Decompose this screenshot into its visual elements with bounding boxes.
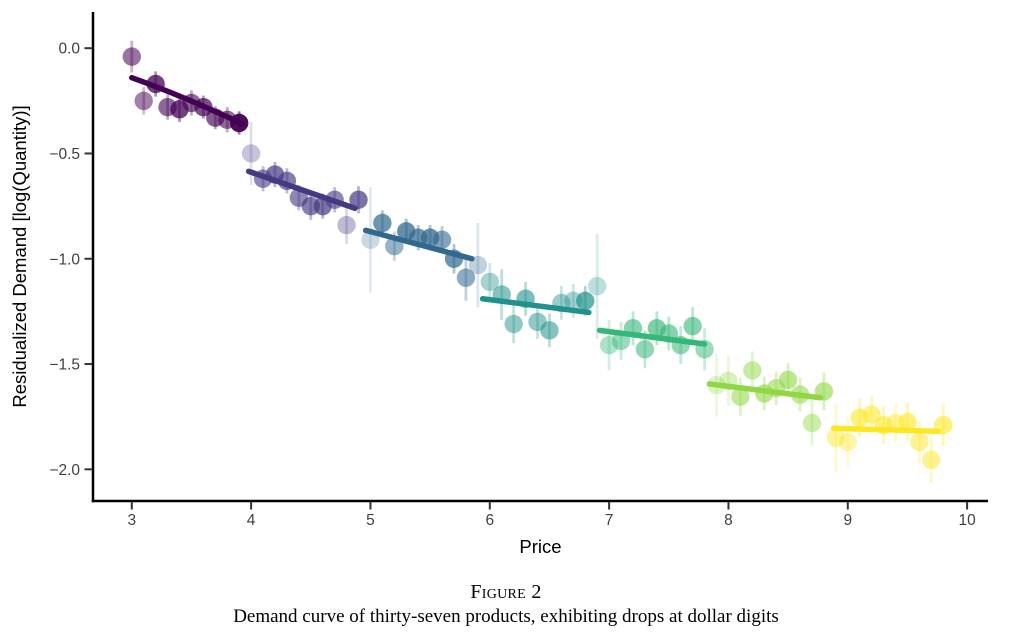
data-point	[802, 413, 822, 433]
data-point	[540, 321, 559, 340]
data-point	[349, 190, 368, 209]
y-tick-label: −1.0	[49, 251, 80, 268]
data-point	[922, 450, 941, 470]
data-point	[910, 432, 929, 452]
figure-caption-block: Figure 2 Demand curve of thirty-seven pr…	[0, 580, 1012, 630]
data-point	[504, 314, 523, 334]
x-tick-label: 5	[366, 512, 375, 529]
fit-line-segment	[596, 327, 708, 347]
data-point	[743, 361, 762, 380]
x-axis-title: Price	[519, 536, 561, 557]
data-point	[337, 215, 356, 235]
x-tick-label: 8	[724, 512, 733, 529]
y-tick-label: −1.5	[49, 357, 80, 374]
data-point	[241, 144, 261, 163]
data-point	[635, 340, 655, 359]
data-point	[778, 370, 798, 390]
x-tick-label: 6	[485, 512, 494, 529]
fit-line-segment	[129, 74, 246, 127]
data-point	[576, 291, 595, 311]
y-tick-label: 0.0	[58, 41, 80, 58]
figure-caption-text: Demand curve of thirty-seven products, e…	[233, 606, 779, 627]
data-point	[122, 47, 141, 66]
data-point	[480, 272, 499, 292]
y-tick-label: −0.5	[49, 146, 80, 163]
x-tick-label: 10	[958, 512, 976, 529]
fit-line-segment	[362, 227, 475, 262]
y-tick-label: −2.0	[49, 462, 80, 479]
data-point	[134, 91, 153, 111]
data-point	[587, 276, 607, 296]
data-point	[898, 412, 917, 432]
x-tick-label: 4	[247, 512, 256, 529]
data-point	[683, 316, 702, 336]
fit-line-segment	[830, 425, 942, 435]
x-tick-label: 7	[605, 512, 614, 529]
data-point	[731, 387, 750, 406]
data-point	[456, 268, 476, 287]
figure-number: Figure 2	[470, 581, 542, 603]
data-point	[373, 213, 392, 233]
y-axis-title: Residualized Demand [log(Quantity)]	[9, 105, 30, 407]
x-tick-label: 9	[843, 512, 852, 529]
data-point	[826, 428, 846, 447]
x-tick-label: 3	[127, 512, 136, 529]
fit-line-segment	[479, 296, 592, 316]
data-point	[838, 432, 857, 452]
demand-curve-chart: 3 4 5 6 7 8 9 10 0.0 −0.5 −1.0 −1.5 −2.0 Price Residua…	[9, 12, 988, 557]
data-point	[862, 405, 881, 424]
data-point	[432, 230, 452, 250]
fit-line-segment	[706, 381, 824, 401]
fit-line-segment	[245, 168, 358, 211]
